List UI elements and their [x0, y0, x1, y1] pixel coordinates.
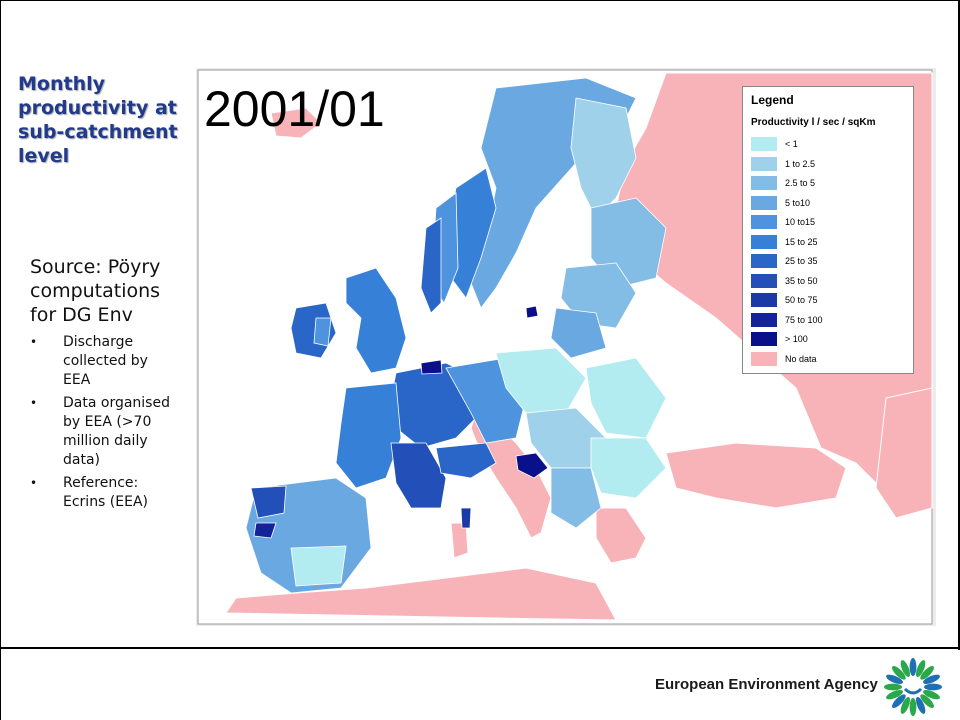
- legend-row: 25 to 35: [751, 252, 818, 270]
- legend-label: 75 to 100: [785, 314, 823, 325]
- legend-row: 15 to 25: [751, 233, 818, 251]
- bullet-list: Discharge collected by EEA Data organise…: [30, 333, 172, 512]
- legend-swatch: [751, 234, 777, 249]
- legend-swatch: [751, 176, 777, 190]
- bullet-item: Data organised by EEA (>70 million daily…: [30, 394, 172, 470]
- legend-label: < 1: [785, 139, 798, 149]
- logo-petal: [909, 658, 917, 676]
- legend-row: No data: [751, 350, 817, 368]
- map-legend: Legend Productivity l / sec / sqKm < 1 1 …: [742, 86, 914, 374]
- slide-title: Monthly productivity at sub-catchment le…: [18, 73, 178, 167]
- logo-petal: [900, 660, 911, 677]
- source-text: Source: Pöyry computations for DG Env: [30, 256, 161, 326]
- agency-name: European Environment Agency: [655, 676, 878, 693]
- map-period-label: 2001/01: [204, 81, 385, 137]
- logo-petal: [915, 697, 926, 714]
- logo-petal: [892, 694, 906, 708]
- legend-row: 50 to 75: [751, 291, 818, 309]
- legend-row: > 100: [751, 330, 808, 348]
- logo-petal: [924, 683, 942, 691]
- logo-petal: [920, 666, 934, 680]
- logo-petal: [923, 689, 940, 700]
- logo-petal: [892, 666, 906, 680]
- logo-petal: [900, 697, 911, 714]
- logo-swoosh: [903, 687, 923, 695]
- legend-row: 35 to 50: [751, 272, 818, 290]
- footer-rule: [0, 647, 960, 649]
- legend-swatch: [751, 273, 777, 288]
- legend-row: 10 to15: [751, 213, 815, 231]
- legend-swatch: [751, 215, 777, 229]
- legend-label: 50 to 75: [785, 295, 818, 305]
- legend-label: 25 to 35: [785, 256, 818, 266]
- logo-petals: [884, 658, 942, 716]
- legend-title: Legend: [751, 93, 794, 107]
- logo-petal: [884, 683, 902, 691]
- legend-label: 1 to 2.5: [785, 158, 816, 169]
- legend-label: 2.5 to 5: [785, 178, 816, 188]
- legend-swatch: [751, 137, 777, 151]
- slide-frame-right: [958, 0, 960, 650]
- legend-label: 35 to 50: [785, 275, 818, 286]
- slide-frame-left: [0, 0, 1, 720]
- legend-swatch: [751, 312, 777, 327]
- eea-logo-icon: [884, 658, 942, 716]
- legend-label: 5 to10: [785, 197, 811, 208]
- bullet-item: Reference: Ecrins (EEA): [30, 474, 172, 512]
- legend-label: 15 to 25: [785, 236, 818, 247]
- legend-row: 5 to10: [751, 194, 810, 212]
- logo-petal: [909, 698, 917, 716]
- bullet-item: Discharge collected by EEA: [30, 333, 172, 390]
- logo-petal: [915, 660, 926, 677]
- slide-frame-top: [0, 0, 958, 1]
- logo-petal: [886, 689, 903, 700]
- logo-petal: [923, 674, 940, 685]
- legend-swatch: [751, 156, 777, 171]
- catchment-polygons: [245, 77, 667, 594]
- source-block: Source: Pöyry computations for DG Env Di…: [30, 255, 172, 516]
- legend-row: 75 to 100: [751, 311, 823, 329]
- legend-row: 1 to 2.5: [751, 155, 815, 173]
- legend-label: No data: [785, 353, 817, 364]
- legend-subtitle: Productivity l / sec / sqKm: [751, 117, 876, 128]
- legend-label: > 100: [785, 334, 808, 344]
- legend-swatch: [751, 351, 777, 366]
- legend-label: 10 to15: [785, 217, 816, 227]
- legend-swatch: [751, 254, 777, 268]
- legend-row: 2.5 to 5: [751, 174, 815, 192]
- legend-row: < 1: [751, 135, 798, 153]
- legend-swatch: [751, 195, 777, 210]
- logo-petal: [920, 694, 934, 708]
- legend-swatch: [751, 293, 777, 307]
- logo-petal: [886, 674, 903, 685]
- legend-swatch: [751, 332, 777, 346]
